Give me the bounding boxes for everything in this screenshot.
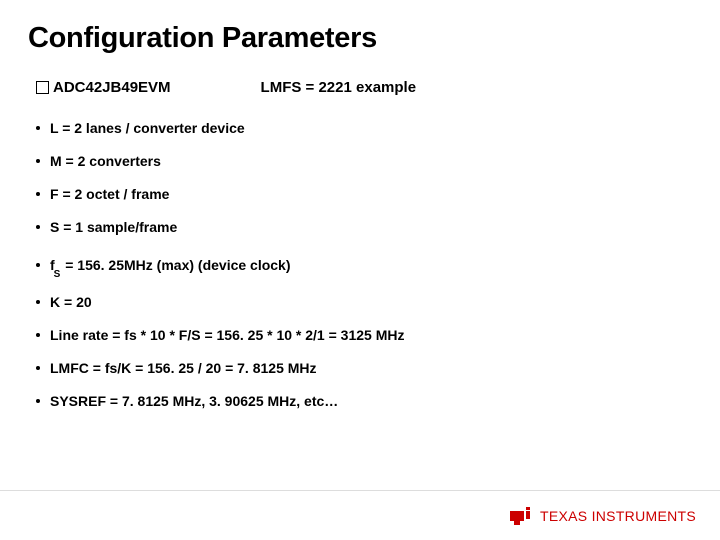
list-item: L = 2 lanes / converter device (36, 120, 692, 136)
slide-container: Configuration Parameters ADC42JB49EVM LM… (0, 0, 720, 540)
bullet-text: M = 2 converters (50, 153, 161, 169)
bullet-group-2: fS = 156. 25MHz (max) (device clock) K =… (28, 257, 692, 409)
list-item: S = 1 sample/frame (36, 219, 692, 235)
subheader-row: ADC42JB49EVM LMFS = 2221 example (28, 79, 692, 96)
bullet-icon (36, 225, 40, 229)
bullet-text: K = 20 (50, 294, 92, 310)
bullet-icon (36, 159, 40, 163)
list-item: fS = 156. 25MHz (max) (device clock) (36, 257, 692, 277)
ti-chip-icon (508, 505, 534, 527)
ti-brand-text: TEXAS INSTRUMENTS (540, 508, 696, 524)
list-item: F = 2 octet / frame (36, 186, 692, 202)
bullet-text: SYSREF = 7. 8125 MHz, 3. 90625 MHz, etc… (50, 393, 338, 409)
bullet-icon (36, 126, 40, 130)
slide-footer: TEXAS INSTRUMENTS (0, 490, 720, 540)
bullet-icon (36, 333, 40, 337)
page-title: Configuration Parameters (28, 22, 692, 55)
bullet-icon (36, 300, 40, 304)
list-item: M = 2 converters (36, 153, 692, 169)
bullet-icon (36, 263, 40, 267)
bullet-text: S = 1 sample/frame (50, 219, 177, 235)
bullet-text: Line rate = fs * 10 * F/S = 156. 25 * 10… (50, 327, 404, 343)
bullet-text: fS = 156. 25MHz (max) (device clock) (50, 257, 291, 277)
example-label: LMFS = 2221 example (261, 79, 417, 96)
bullet-icon (36, 399, 40, 403)
bullet-text: F = 2 octet / frame (50, 186, 169, 202)
list-item: Line rate = fs * 10 * F/S = 156. 25 * 10… (36, 327, 692, 343)
fs-subscript: S (54, 269, 61, 280)
bullet-icon (36, 366, 40, 370)
bullet-icon (36, 192, 40, 196)
device-label: ADC42JB49EVM (53, 79, 171, 96)
checkbox-bullet-icon (36, 81, 49, 94)
bullet-group-1: L = 2 lanes / converter device M = 2 con… (28, 120, 692, 235)
list-item: LMFC = fs/K = 156. 25 / 20 = 7. 8125 MHz (36, 360, 692, 376)
fs-suffix: = 156. 25MHz (max) (device clock) (61, 257, 290, 273)
list-item: K = 20 (36, 294, 692, 310)
list-item: SYSREF = 7. 8125 MHz, 3. 90625 MHz, etc… (36, 393, 692, 409)
bullet-text: LMFC = fs/K = 156. 25 / 20 = 7. 8125 MHz (50, 360, 317, 376)
bullet-text: L = 2 lanes / converter device (50, 120, 245, 136)
ti-logo: TEXAS INSTRUMENTS (508, 505, 696, 527)
